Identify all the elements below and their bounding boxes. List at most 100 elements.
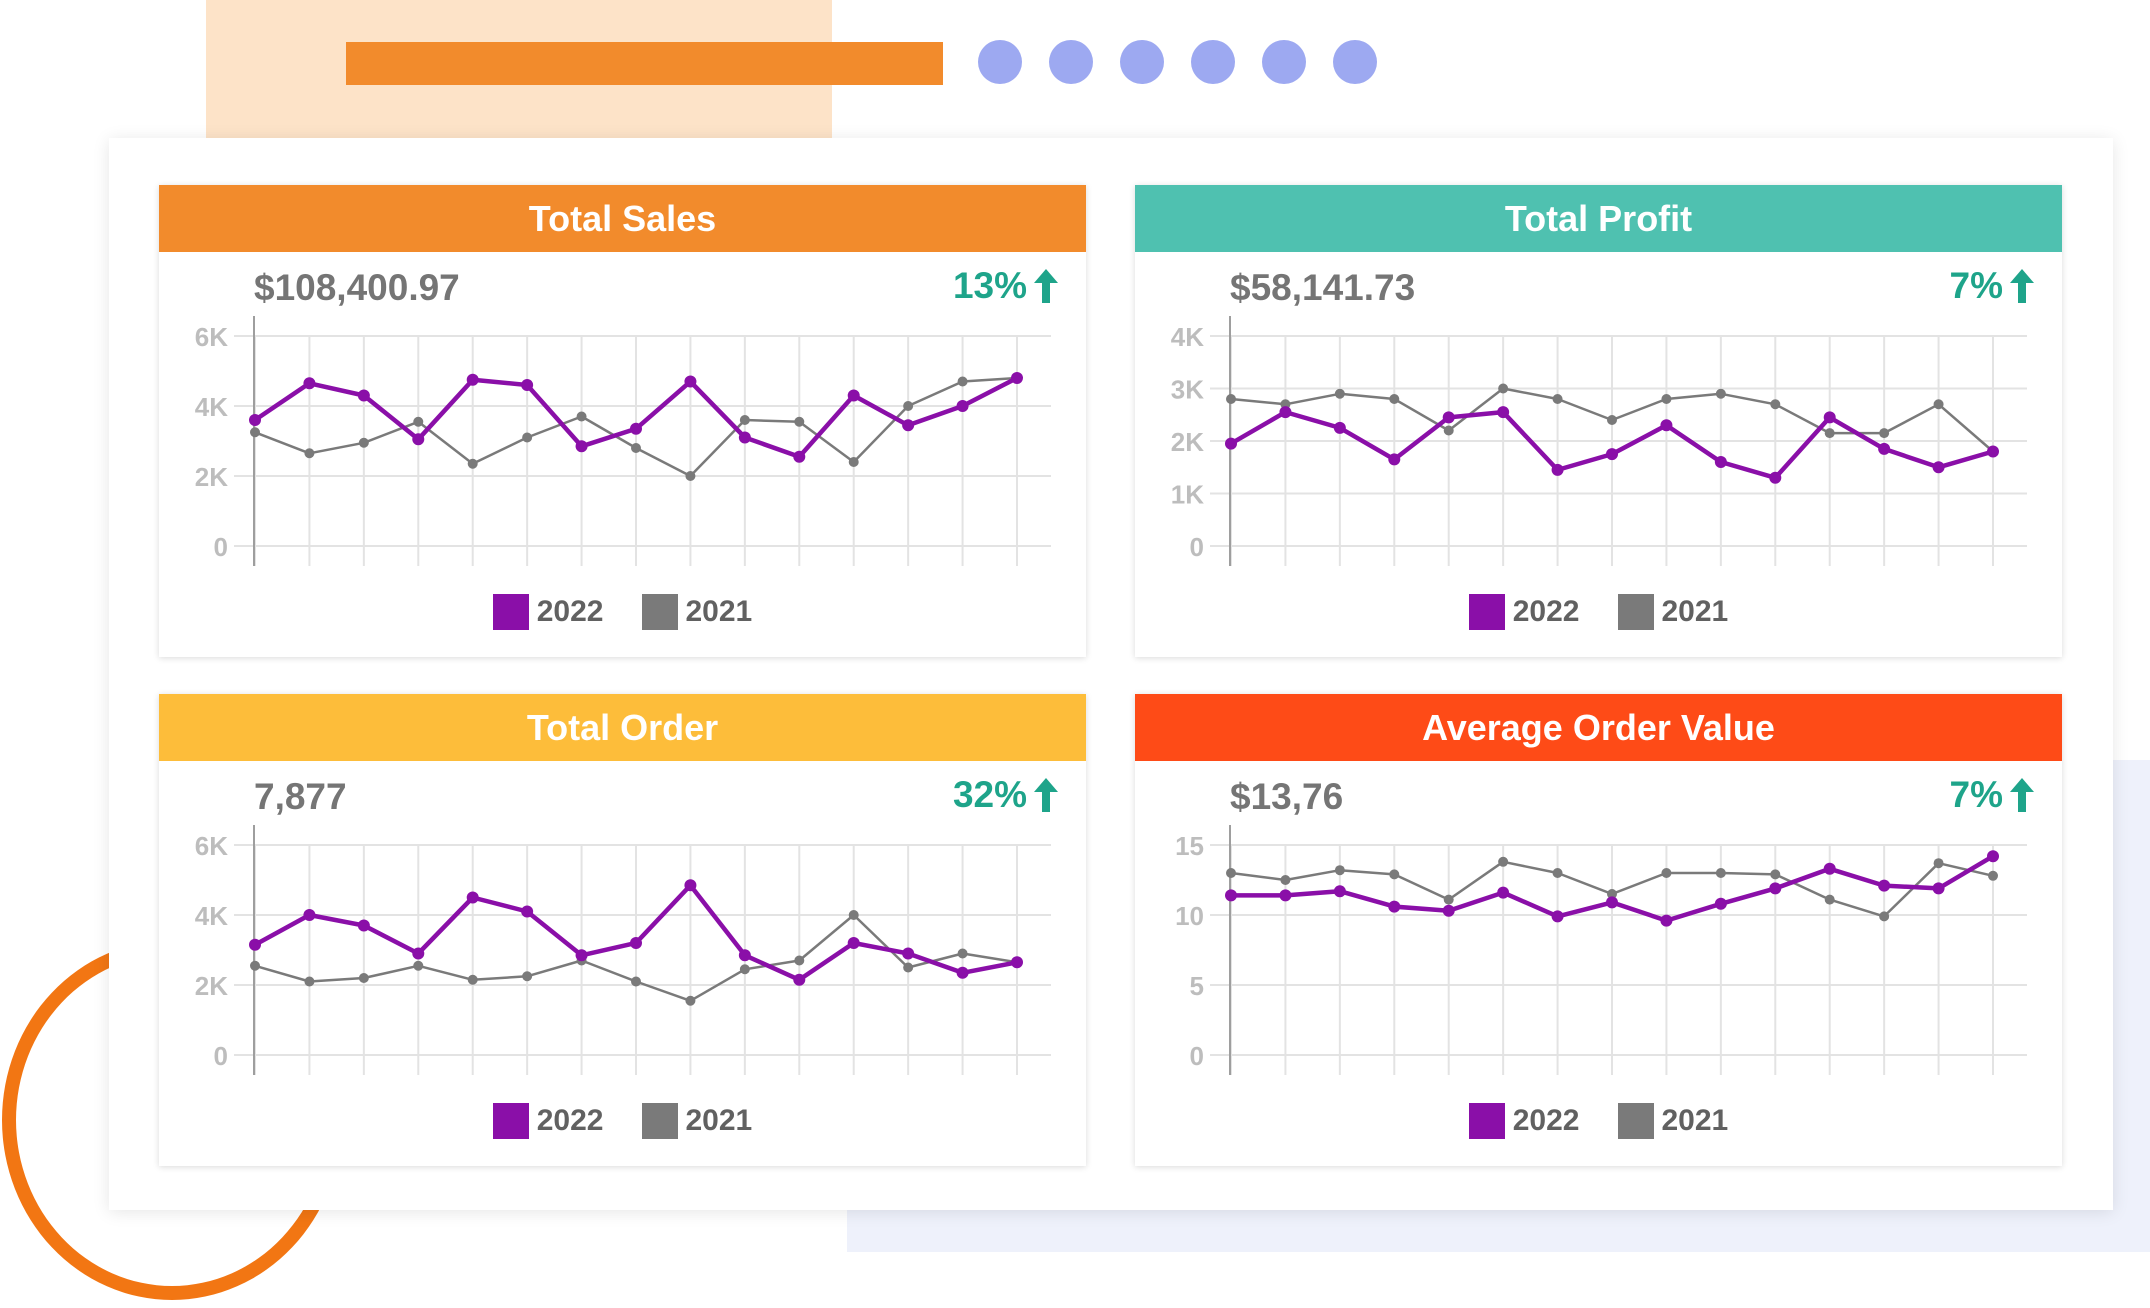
data-point <box>1933 399 1944 410</box>
card-title: Total Order <box>159 694 1086 761</box>
chart-legend: 2022 2021 <box>159 594 1086 630</box>
total-profit-card: Total Profit $58,141.73 7% 0 1K 2K 3K 4K 202… <box>1135 185 2062 657</box>
data-point <box>1606 896 1618 909</box>
decorative-dot <box>978 40 1022 84</box>
data-point <box>902 419 915 432</box>
y-tick-label: 2K <box>195 462 228 492</box>
data-point <box>1824 894 1835 905</box>
y-tick-label: 2K <box>1171 427 1204 457</box>
data-point <box>903 962 914 973</box>
y-tick-label: 6K <box>195 322 228 352</box>
line-chart: 0 2K 4K 6K <box>195 316 1051 566</box>
decorative-orange-bar <box>346 42 943 85</box>
data-point <box>1279 889 1292 902</box>
data-point <box>413 416 424 427</box>
data-point <box>303 909 316 921</box>
data-point <box>1878 879 1891 892</box>
data-point <box>1714 897 1727 910</box>
data-point <box>794 955 805 966</box>
data-point <box>521 905 534 918</box>
data-point <box>1879 911 1890 922</box>
data-point <box>1770 399 1781 410</box>
data-point <box>576 411 587 422</box>
data-point <box>1389 394 1400 404</box>
data-point <box>1987 445 1999 458</box>
data-point <box>1769 882 1782 895</box>
data-point <box>522 971 533 982</box>
data-point <box>684 375 697 388</box>
data-point <box>1606 448 1618 461</box>
data-point <box>1334 388 1345 399</box>
data-point <box>1497 406 1510 419</box>
data-point <box>631 443 641 453</box>
legend-swatch <box>641 594 678 630</box>
y-tick-label: 0 <box>214 532 228 562</box>
legend-item: 2022 <box>1468 1103 1580 1139</box>
change-percent: 13% <box>952 265 1027 306</box>
card-value: 7,877 <box>254 776 347 817</box>
data-point <box>793 973 806 986</box>
decorative-dot <box>1333 40 1377 84</box>
data-point <box>1714 456 1727 468</box>
card-title: Average Order Value <box>1135 694 2062 761</box>
data-point <box>1824 428 1835 439</box>
data-point <box>1932 461 1945 474</box>
arrow-up-icon <box>1034 269 1058 303</box>
data-point <box>630 422 642 435</box>
legend-swatch <box>641 1103 678 1139</box>
data-point <box>303 377 316 390</box>
data-point <box>1333 421 1346 434</box>
data-point <box>739 415 750 425</box>
data-point <box>739 964 750 975</box>
data-point <box>357 389 370 402</box>
y-tick-label: 2K <box>195 971 228 1001</box>
data-point <box>1551 910 1564 923</box>
y-tick-label: 4K <box>195 901 228 931</box>
legend-swatch <box>492 594 529 630</box>
data-point <box>1498 856 1509 867</box>
data-point <box>412 433 425 446</box>
data-point <box>685 471 696 481</box>
chart-legend: 2022 2021 <box>1135 1103 2062 1139</box>
data-point <box>1770 869 1781 880</box>
data-point <box>1879 428 1890 439</box>
legend-label: 2022 <box>1512 595 1580 628</box>
data-point <box>1660 914 1673 927</box>
y-tick-label: 6K <box>195 831 228 861</box>
data-point <box>685 995 696 1006</box>
data-point <box>250 960 260 971</box>
data-point <box>630 937 642 949</box>
data-point <box>1226 394 1236 404</box>
legend-swatch <box>1617 1103 1654 1139</box>
arrow-up-icon <box>1034 778 1058 812</box>
data-point <box>1497 886 1510 899</box>
data-point <box>304 976 315 987</box>
data-point <box>1660 419 1673 432</box>
data-point <box>467 974 478 985</box>
data-point <box>1661 394 1672 404</box>
data-point <box>1226 868 1236 878</box>
data-point <box>1932 882 1945 895</box>
y-tick-label: 4K <box>1171 322 1204 352</box>
data-point <box>1389 869 1400 880</box>
data-point <box>1878 442 1891 455</box>
data-point <box>1442 411 1455 424</box>
data-point <box>466 891 479 904</box>
data-point <box>684 879 697 892</box>
data-point <box>1011 372 1023 384</box>
data-point <box>1988 870 1998 881</box>
change-indicator: 13% <box>953 265 1059 307</box>
data-point <box>631 976 641 987</box>
legend-item: 2021 <box>641 1103 752 1139</box>
data-point <box>1551 463 1564 476</box>
change-indicator: 32% <box>953 774 1059 816</box>
y-tick-label: 0 <box>1190 1041 1204 1071</box>
data-point <box>1607 889 1617 899</box>
data-point <box>1607 415 1617 425</box>
legend-swatch <box>1617 594 1654 630</box>
data-point <box>902 947 915 960</box>
data-point <box>1823 411 1836 424</box>
data-point <box>304 448 315 459</box>
legend-item: 2021 <box>641 594 752 630</box>
legend-swatch <box>492 1103 529 1139</box>
